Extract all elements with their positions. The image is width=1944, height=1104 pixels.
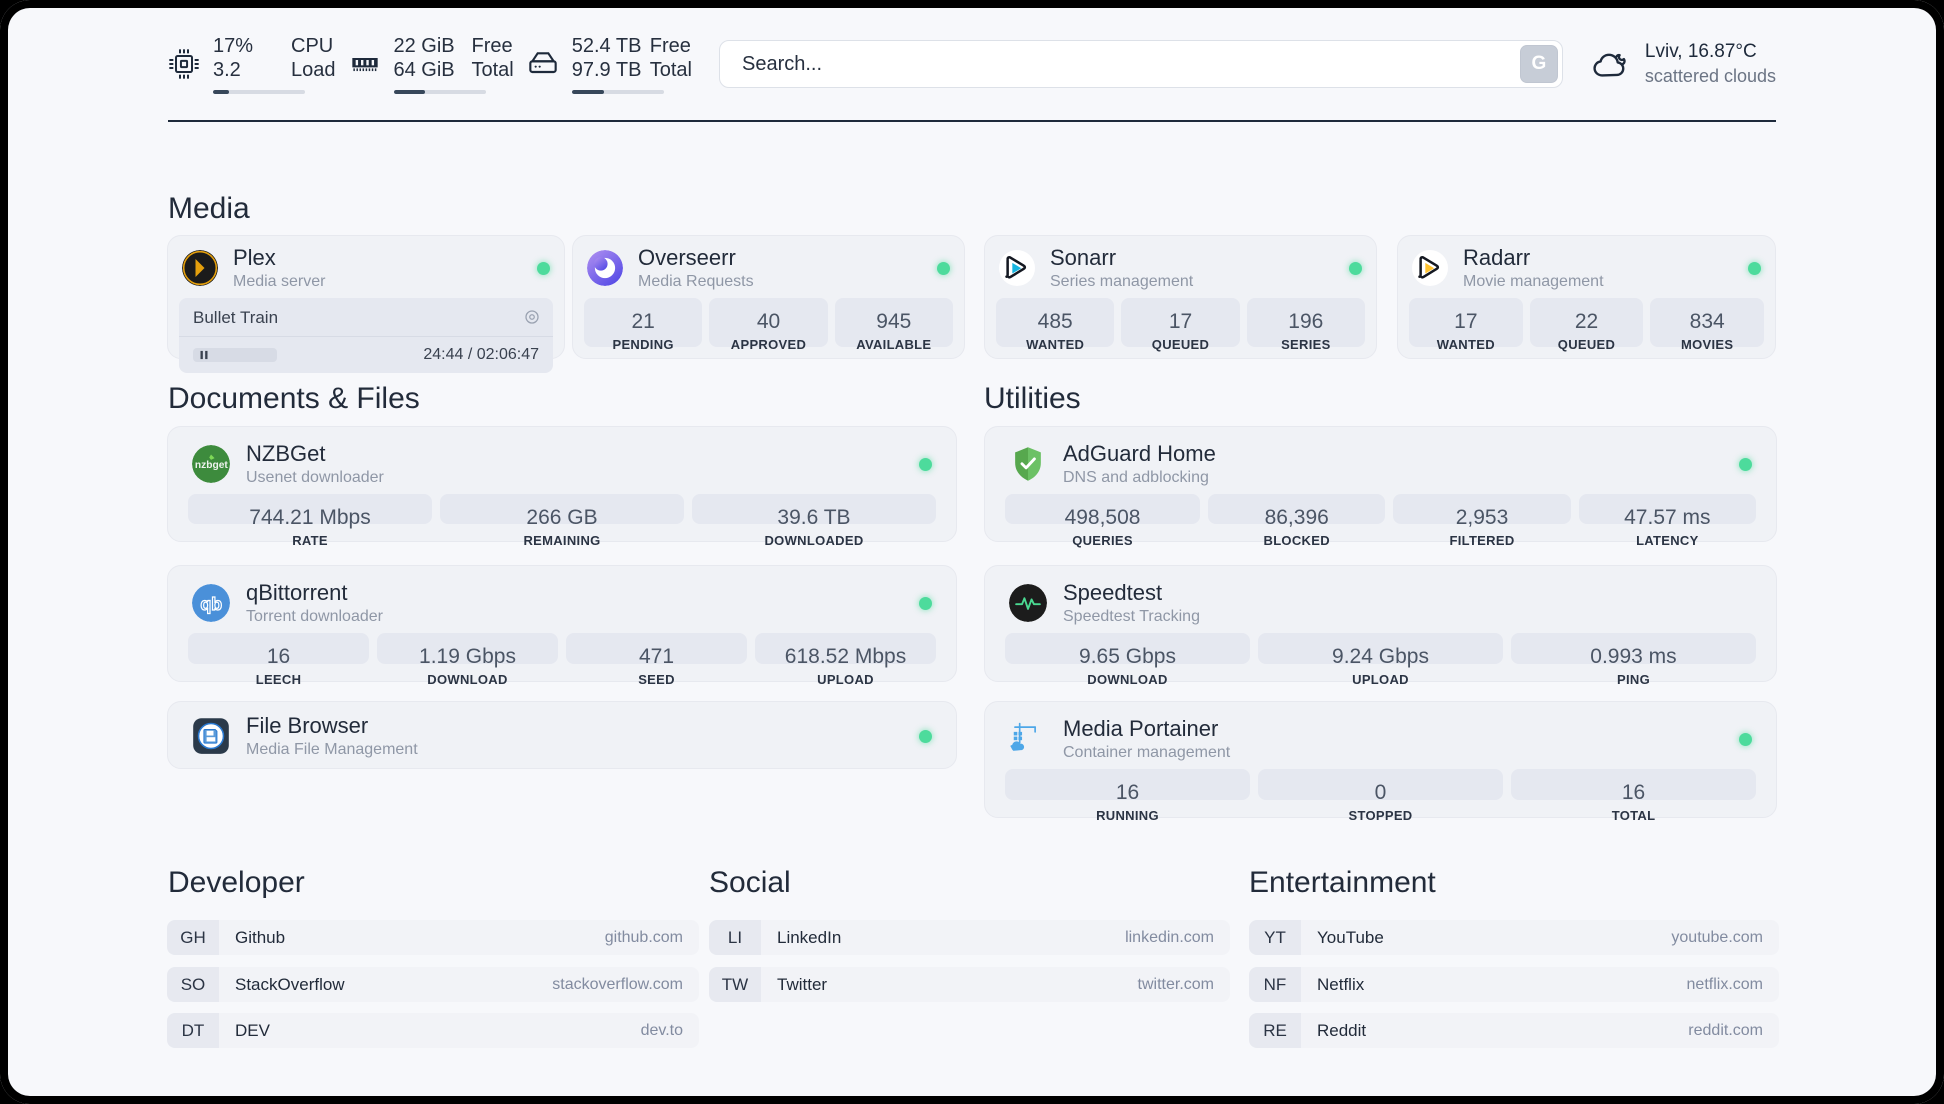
svg-text:qb: qb (200, 594, 222, 614)
svg-text:nzbget: nzbget (195, 460, 228, 471)
